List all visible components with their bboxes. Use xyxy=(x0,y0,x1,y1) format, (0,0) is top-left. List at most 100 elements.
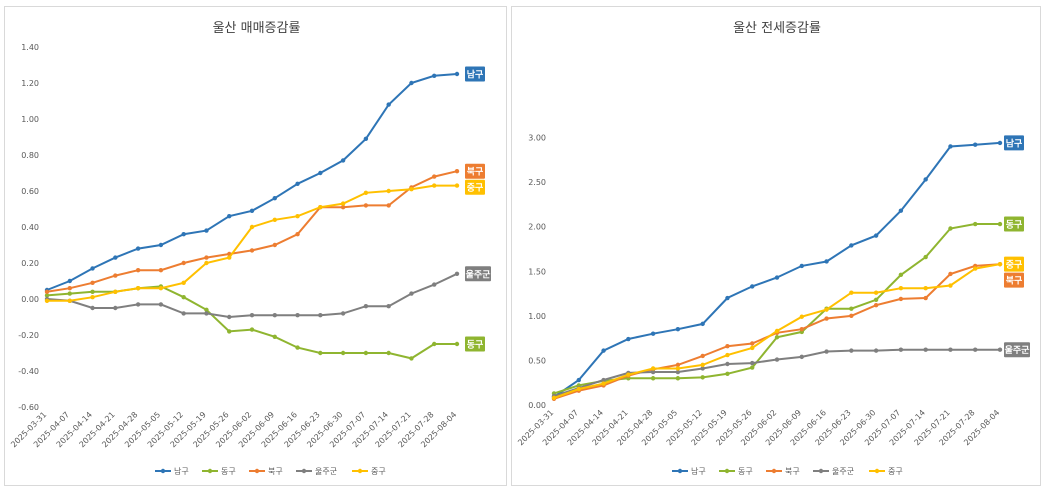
y-tick-label: 1.50 xyxy=(528,267,546,276)
data-point-남구 xyxy=(432,73,437,79)
data-point-남구 xyxy=(318,170,323,176)
sale-change-rate-chart: 울산 매매증감률 -0.60 -0.40 -0.20 0.00 0.20 0.40 0.60 0… xyxy=(9,21,492,476)
end-label-box-울주군 xyxy=(465,266,491,282)
data-point-동구 xyxy=(898,272,904,278)
data-point-울주군 xyxy=(295,313,300,318)
chart-title: 울산 매매증감률 xyxy=(213,21,301,36)
y-tick-label: 0.50 xyxy=(528,356,546,365)
data-point-중구 xyxy=(799,314,804,319)
data-point-울주군 xyxy=(90,305,95,311)
data-point-울주군 xyxy=(432,282,437,287)
data-point-북구 xyxy=(923,295,928,301)
data-point-남구 xyxy=(973,142,978,147)
data-point-동구 xyxy=(67,291,72,296)
data-point-남구 xyxy=(675,327,681,332)
data-point-울주군 xyxy=(849,348,854,353)
legend-label-남구: 남구 xyxy=(174,467,189,476)
data-point-중구 xyxy=(295,214,300,219)
chart-panel-jeonse: 울산 전세증감률 0.00 0.50 1.00 1.50 2.00 2.50 3.00 2025… xyxy=(511,6,1041,486)
data-point-울주군 xyxy=(204,311,209,316)
data-point-남구 xyxy=(626,336,631,342)
end-label-북구: 북구 xyxy=(467,167,484,178)
data-point-울주군 xyxy=(386,304,391,309)
data-point-울주군 xyxy=(454,271,460,276)
data-point-중구 xyxy=(158,286,164,291)
data-point-중구 xyxy=(409,187,414,192)
y-tick-label: 2.00 xyxy=(528,223,546,232)
data-point-동구 xyxy=(386,350,391,356)
y-tick-label: 1.00 xyxy=(528,312,546,321)
data-point-남구 xyxy=(158,242,164,248)
data-point-중구 xyxy=(849,290,854,295)
data-point-중구 xyxy=(90,295,95,300)
data-point-북구 xyxy=(135,268,141,273)
end-label-울주군: 울주군 xyxy=(466,268,492,280)
data-point-중구 xyxy=(873,290,879,295)
y-tick-label: 1.00 xyxy=(21,115,39,124)
data-point-울주군 xyxy=(158,302,164,307)
data-point-남구 xyxy=(249,208,255,213)
data-point-울주군 xyxy=(923,347,928,352)
data-point-동구 xyxy=(997,221,1003,227)
data-point-남구 xyxy=(409,80,414,86)
data-point-울주군 xyxy=(318,313,323,318)
data-point-북구 xyxy=(181,260,186,266)
data-point-북구 xyxy=(113,273,118,278)
data-point-북구 xyxy=(849,313,854,319)
legend-marker-동구 xyxy=(724,468,730,474)
legend-marker-중구 xyxy=(874,468,880,474)
end-label-box-중구 xyxy=(465,179,485,195)
data-point-중구 xyxy=(227,255,232,260)
end-label-box-동구 xyxy=(1004,216,1024,232)
data-point-울주군 xyxy=(948,347,953,352)
data-point-중구 xyxy=(774,328,780,334)
data-point-남구 xyxy=(363,136,369,141)
data-point-중구 xyxy=(576,386,581,392)
y-tick-label: 1.40 xyxy=(21,43,39,52)
legend-marker-북구 xyxy=(254,468,260,474)
data-point-중구 xyxy=(67,298,72,303)
data-point-중구 xyxy=(551,395,557,401)
data-point-울주군 xyxy=(363,304,369,309)
data-point-북구 xyxy=(948,271,953,277)
data-point-울주군 xyxy=(181,311,186,316)
end-label-box-북구 xyxy=(1004,272,1024,288)
series-line-동구 xyxy=(553,223,1000,395)
data-point-동구 xyxy=(923,254,928,260)
data-point-북구 xyxy=(824,316,829,321)
data-point-중구 xyxy=(948,283,953,288)
data-point-중구 xyxy=(898,286,904,291)
data-point-남구 xyxy=(948,144,953,149)
data-point-울주군 xyxy=(750,360,755,366)
legend-label-북구: 북구 xyxy=(268,467,283,476)
data-point-동구 xyxy=(318,350,323,356)
end-label-동구: 동구 xyxy=(1006,220,1023,231)
data-point-북구 xyxy=(249,248,255,253)
data-point-북구 xyxy=(675,362,681,368)
legend-label-동구: 동구 xyxy=(221,467,236,476)
end-label-울주군: 울주군 xyxy=(1005,344,1031,356)
y-tick-label: 0.60 xyxy=(21,187,39,196)
legend-label-울주군: 울주군 xyxy=(832,467,854,476)
data-point-남구 xyxy=(90,266,95,271)
data-point-남구 xyxy=(650,331,656,336)
data-point-울주군 xyxy=(113,305,118,311)
data-point-동구 xyxy=(973,221,978,227)
data-point-동구 xyxy=(272,334,277,339)
data-point-남구 xyxy=(997,140,1003,146)
data-point-중구 xyxy=(340,201,346,206)
end-label-box-동구 xyxy=(465,336,485,352)
y-tick-label: 0.00 xyxy=(528,401,546,410)
data-point-동구 xyxy=(650,376,656,381)
series-line-북구 xyxy=(46,170,458,293)
data-point-울주군 xyxy=(650,369,656,375)
data-point-북구 xyxy=(700,353,705,359)
data-point-중구 xyxy=(973,266,978,271)
data-point-북구 xyxy=(158,268,164,273)
data-point-동구 xyxy=(675,376,681,381)
series-line-남구 xyxy=(46,73,458,291)
data-point-중구 xyxy=(204,260,209,266)
legend-label-동구: 동구 xyxy=(738,467,753,476)
data-point-울주군 xyxy=(997,347,1003,352)
data-point-울주군 xyxy=(135,302,141,307)
